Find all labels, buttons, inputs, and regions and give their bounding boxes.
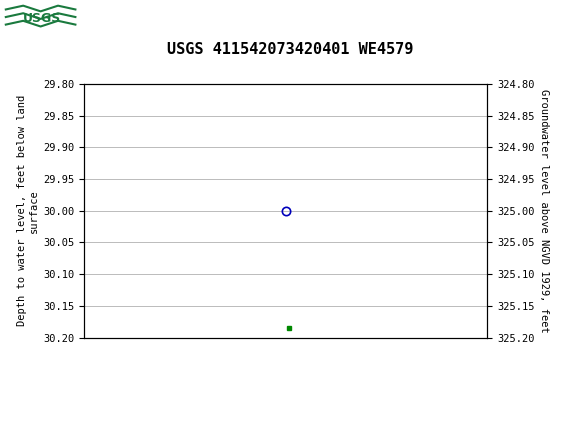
Text: USGS 411542073420401 WE4579: USGS 411542073420401 WE4579 [167,42,413,57]
Text: USGS: USGS [23,12,61,25]
Y-axis label: Groundwater level above NGVD 1929, feet: Groundwater level above NGVD 1929, feet [539,89,549,332]
Y-axis label: Depth to water level, feet below land
surface: Depth to water level, feet below land su… [17,95,39,326]
Bar [3,2,78,36]
